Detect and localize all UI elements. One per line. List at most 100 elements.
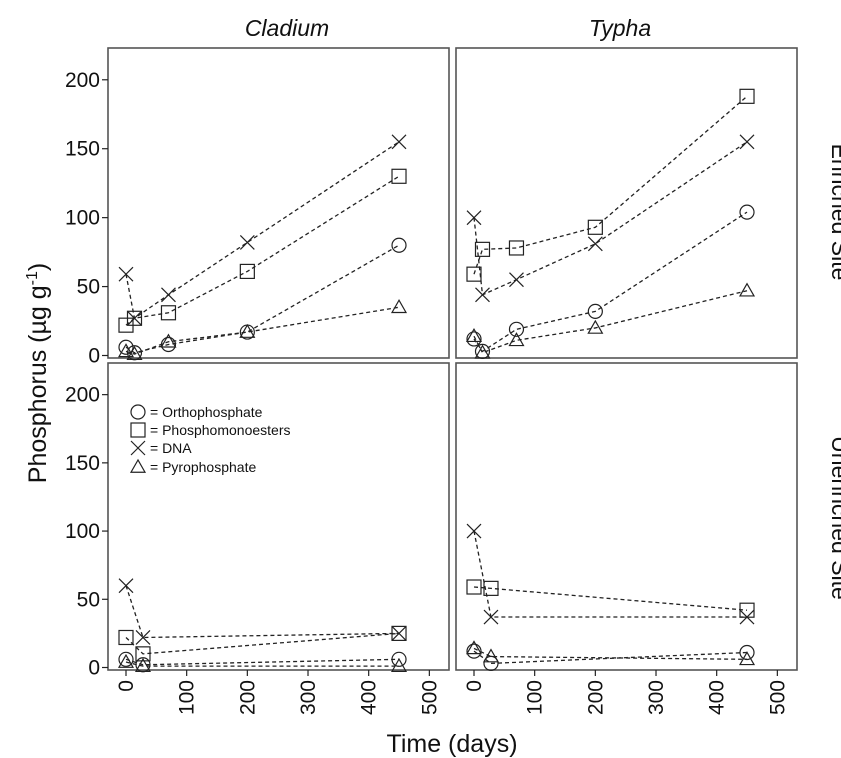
data-point-square (466, 579, 482, 595)
data-point-triangle (482, 648, 500, 663)
data-point-cross (161, 287, 176, 303)
legend-marker-triangle (129, 458, 147, 473)
series-line-square (473, 586, 748, 611)
legend: = Orthophosphate = Phosphomonoesters = D… (129, 404, 290, 475)
y-tick-label: 0 (88, 657, 100, 680)
data-point-triangle (134, 657, 152, 672)
data-point-triangle (738, 651, 756, 666)
legend-marker-square (130, 422, 146, 438)
data-point-circle (118, 651, 134, 667)
data-point-square (126, 310, 143, 326)
series-line-cross (473, 141, 748, 296)
series-line-square (473, 95, 748, 275)
data-point-circle (466, 331, 482, 347)
series-line-circle (473, 650, 748, 665)
legend-label-phosphomonoesters: = Phosphomonoesters (150, 422, 290, 438)
x-tick-label: 300 (297, 680, 320, 715)
data-point-square (483, 580, 499, 596)
data-point-square (160, 305, 177, 321)
series-line-square (125, 175, 400, 326)
data-point-cross (739, 609, 755, 625)
data-point-triangle (508, 332, 525, 347)
data-point-cross (391, 134, 407, 150)
series-line-cross (125, 141, 400, 320)
panel-cladium-unenriched-site: 0 50 100 150 200 0 100 200 300 400 500 (65, 362, 450, 715)
data-point-cross (483, 609, 499, 625)
data-point-square (135, 646, 151, 662)
legend-marker-cross (130, 440, 146, 456)
y-axis-title: Phosphorus (µg g-1) (24, 263, 52, 483)
panel-typha-unenriched-site: 0 100 200 300 400 500 (455, 362, 798, 715)
y-tick-label: 0 (88, 345, 100, 368)
x-tick-label: 400 (358, 680, 381, 715)
x-tick-label: 200 (584, 680, 607, 715)
data-point-triangle (465, 327, 483, 343)
column-label-typha: Typha (589, 15, 651, 41)
y-tick-label: 200 (65, 69, 100, 92)
data-point-circle (587, 303, 603, 319)
y-tick-label: 50 (77, 276, 100, 299)
panel-border (455, 47, 798, 359)
row-label-unenriched: Unenriched Site (827, 436, 841, 600)
data-point-circle (118, 339, 134, 355)
legend-label-dna: = DNA (150, 440, 192, 456)
data-point-triangle (239, 323, 256, 338)
data-point-triangle (474, 344, 491, 359)
series-line-circle (125, 658, 400, 666)
data-point-cross (391, 625, 407, 641)
x-tick-label: 0 (463, 680, 486, 692)
x-tick-label: 100 (524, 680, 547, 715)
data-point-square (391, 168, 407, 184)
panel-typha-enriched-site (455, 47, 798, 359)
data-point-cross (239, 235, 255, 250)
x-tick-label: 400 (706, 680, 729, 715)
data-point-triangle (126, 345, 143, 360)
legend-label-pyrophosphate: = Pyrophosphate (150, 459, 256, 475)
data-point-triangle (160, 333, 177, 348)
series-line-cross (473, 530, 748, 618)
y-tick-label: 50 (77, 588, 100, 611)
y-tick-label: 100 (65, 520, 100, 543)
data-point-square (118, 629, 134, 646)
y-tick-label: 150 (65, 452, 100, 475)
panel-border (455, 362, 798, 671)
series-line-triangle (473, 290, 748, 354)
data-point-circle (391, 237, 407, 253)
data-point-square (508, 240, 525, 256)
y-tick-label: 150 (65, 138, 100, 161)
y-axis-title-main: Phosphorus (µg g (24, 285, 52, 483)
panel-border (107, 362, 450, 671)
x-tick-label: 200 (236, 680, 259, 715)
x-tick-label: 500 (418, 680, 441, 715)
data-point-cross (135, 630, 151, 645)
series-line-circle (473, 211, 748, 353)
x-tick-label: 300 (645, 680, 668, 715)
data-point-cross (475, 287, 490, 303)
data-point-cross (509, 272, 524, 288)
data-point-triangle (117, 343, 135, 358)
legend-marker-circle (130, 404, 146, 420)
x-tick-label: 500 (766, 680, 789, 715)
x-axis-title: Time (days) (386, 730, 517, 758)
y-tick-label: 100 (65, 207, 100, 230)
data-point-circle (739, 204, 755, 220)
data-point-triangle (738, 282, 756, 297)
series-line-cross (125, 585, 400, 639)
data-point-cross (739, 134, 755, 150)
data-point-square (239, 263, 255, 280)
column-label-cladium: Cladium (245, 15, 329, 41)
row-label-enriched: Enriched Site (827, 144, 841, 281)
data-point-cross (118, 578, 134, 594)
series-line-triangle (125, 306, 400, 355)
y-tick-label: 200 (65, 384, 100, 407)
data-point-triangle (117, 653, 135, 668)
series-line-triangle (125, 661, 400, 667)
series-line-triangle (473, 647, 748, 660)
data-point-square (587, 219, 603, 235)
series-line-square (125, 632, 400, 655)
data-point-cross (127, 310, 142, 326)
legend-label-orthophosphate: = Orthophosphate (150, 404, 263, 420)
data-point-triangle (390, 299, 408, 314)
plot-layer: 0 50 100 150 200 0 50 100 150 200 0 100 200 300 400 500… (65, 47, 798, 715)
